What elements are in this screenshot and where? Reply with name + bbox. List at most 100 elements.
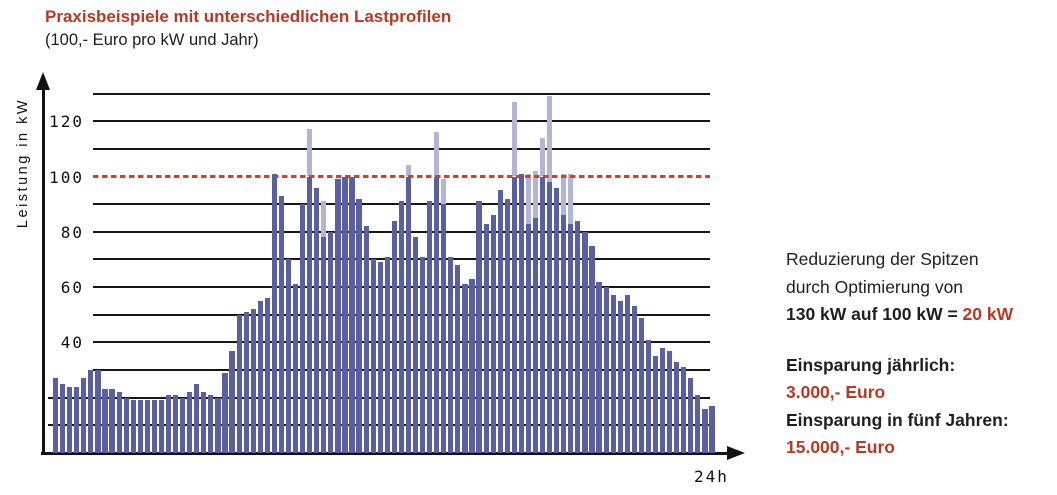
- bar-80: [617, 300, 623, 453]
- bar-20: [194, 383, 200, 453]
- bar-93: [709, 405, 715, 453]
- bar-27: [243, 311, 249, 453]
- bar-peak-70: [547, 96, 553, 183]
- y-axis-title: Leistung in kW: [15, 97, 31, 229]
- bar-65: [511, 176, 517, 453]
- bar-peak-65: [511, 101, 517, 177]
- bar-92: [702, 408, 708, 453]
- bar-peak-50: [405, 165, 412, 177]
- y-tick-label-40: 40: [60, 333, 84, 353]
- bar-75: [582, 231, 588, 453]
- bar-26: [236, 314, 242, 453]
- bar-37: [314, 187, 320, 453]
- bar-7: [102, 389, 108, 453]
- bar-41: [342, 176, 348, 453]
- bar-44: [363, 226, 369, 453]
- bar-48: [391, 220, 397, 453]
- y-tick-label-60: 60: [60, 278, 84, 298]
- bar-47: [384, 256, 390, 453]
- annotation-value-red: 20 kW: [962, 304, 1014, 324]
- gridline-110: [93, 147, 710, 150]
- bar-28: [250, 309, 256, 453]
- bar-19: [187, 392, 193, 453]
- bar-51: [412, 237, 419, 453]
- bar-29: [257, 300, 263, 453]
- bar-peak-69: [540, 137, 546, 177]
- bar-4: [81, 378, 87, 453]
- bar-45: [370, 259, 376, 453]
- x-axis-arrow-icon: [727, 446, 745, 460]
- bar-54: [434, 176, 440, 453]
- bar-8: [109, 389, 115, 453]
- bar-peak-72: [561, 173, 567, 216]
- bar-50: [405, 176, 412, 453]
- bar-71: [554, 187, 560, 453]
- bar-21: [201, 392, 207, 453]
- bar-42: [349, 176, 355, 453]
- bar-79: [610, 295, 616, 453]
- bar-87: [667, 350, 673, 453]
- annotation-line-0: Reduzierung der Spitzen: [786, 246, 1056, 274]
- x-axis-line: [41, 452, 731, 455]
- bar-25: [229, 350, 235, 453]
- bar-77: [596, 281, 602, 453]
- gridline-120: [93, 120, 710, 123]
- bar-22: [208, 394, 214, 453]
- bar-60: [476, 201, 482, 453]
- bar-peak-54: [434, 132, 440, 177]
- bar-90: [688, 378, 694, 453]
- x-axis-label: 24h: [694, 467, 729, 486]
- bar-70: [547, 182, 553, 453]
- annotation-text: Reduzierung der Spitzen: [786, 249, 979, 269]
- bar-57: [455, 264, 461, 453]
- annotation-spacer: [786, 329, 1056, 352]
- annotation-line-1: durch Optimierung von: [786, 274, 1056, 302]
- bar-30: [264, 298, 270, 453]
- bar-85: [652, 356, 659, 453]
- bar-69: [540, 176, 546, 453]
- bar-39: [328, 231, 334, 453]
- bar-58: [462, 284, 468, 453]
- bar-1: [60, 383, 66, 453]
- bar-5: [88, 370, 94, 453]
- bar-6: [95, 370, 101, 453]
- bar-78: [603, 287, 609, 453]
- bar-peak-67: [525, 173, 532, 224]
- bar-86: [659, 347, 666, 453]
- y-axis-arrow-icon: [36, 72, 50, 90]
- annotation-value-red: 15.000,- Euro: [786, 437, 895, 457]
- bar-91: [695, 394, 701, 453]
- bar-9: [116, 392, 122, 453]
- y-tick-label-120: 120: [49, 112, 84, 132]
- bar-83: [638, 317, 644, 453]
- chart-subtitle: (100,- Euro pro kW und Jahr): [45, 31, 259, 49]
- bar-11: [130, 400, 136, 453]
- bar-35: [300, 204, 306, 453]
- bar-55: [441, 204, 447, 453]
- bar-67: [525, 223, 532, 453]
- annotation-text: 130 kW auf 100 kW =: [786, 304, 963, 324]
- annotation-line-4: Einsparung jährlich:: [786, 352, 1056, 380]
- bar-peak-73: [568, 173, 574, 224]
- bar-14: [151, 400, 157, 453]
- bar-66: [518, 173, 524, 453]
- bar-40: [335, 179, 341, 453]
- bar-peak-68: [532, 170, 539, 218]
- bar-56: [448, 256, 454, 453]
- threshold-line-100kw: [93, 175, 710, 178]
- annotation-line-6: Einsparung in fünf Jahren:: [786, 407, 1056, 435]
- annotation-text: Einsparung in fünf Jahren:: [786, 409, 1009, 430]
- bar-76: [589, 245, 595, 453]
- bar-31: [271, 173, 277, 453]
- bar-16: [165, 394, 172, 453]
- y-tick-label-100: 100: [49, 167, 84, 187]
- bar-3: [74, 386, 80, 453]
- annotation-text: Einsparung jährlich:: [786, 354, 956, 375]
- bar-0: [53, 378, 59, 453]
- bar-49: [398, 201, 405, 453]
- chart-title: Praxisbeispiele mit unterschiedlichen La…: [45, 7, 452, 26]
- annotation-line-7: 15.000,- Euro: [786, 434, 1056, 462]
- bar-13: [144, 400, 150, 453]
- bar-43: [356, 198, 362, 453]
